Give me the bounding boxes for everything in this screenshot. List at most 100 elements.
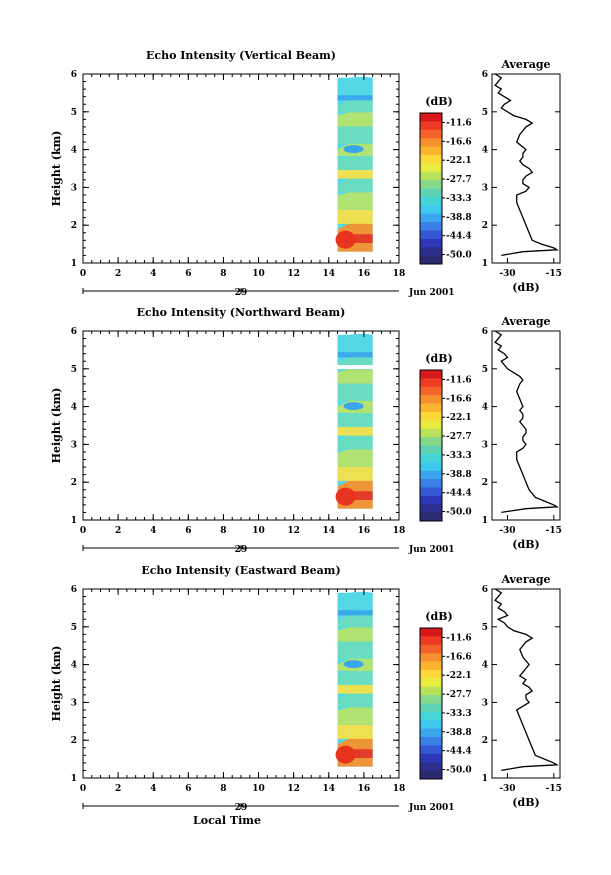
average-y-tick-label: 4 bbox=[482, 661, 488, 671]
colorbar-segment bbox=[420, 762, 442, 772]
colorbar-tick-label: -50.0 bbox=[446, 508, 472, 518]
colorbar-segment bbox=[420, 445, 442, 455]
x-tick-label: 16 bbox=[358, 526, 371, 536]
chart-title: Echo Intensity (Vertical Beam) bbox=[146, 49, 336, 62]
average-y-tick-label: 6 bbox=[482, 327, 488, 337]
colorbar-tick-label: -33.3 bbox=[446, 709, 472, 719]
data-gap bbox=[336, 365, 374, 370]
colorbar-segment bbox=[420, 453, 442, 463]
heatmap-band bbox=[337, 209, 373, 224]
average-y-tick-label: 3 bbox=[482, 183, 488, 193]
heatmap-band bbox=[337, 412, 373, 427]
x-tick-label: 0 bbox=[80, 269, 86, 279]
average-y-tick-label: 5 bbox=[482, 623, 488, 633]
panel-2: Echo Intensity (Northward Beam)0 2 4 6 8 10 12… bbox=[50, 306, 562, 555]
y-tick-label: 3 bbox=[71, 698, 77, 708]
heatmap-band bbox=[337, 98, 373, 113]
colorbar-segment bbox=[420, 669, 442, 679]
heatmap-band bbox=[337, 126, 373, 144]
heatmap-band bbox=[337, 426, 373, 436]
y-tick-label: 2 bbox=[71, 221, 77, 231]
heatmap-band bbox=[337, 383, 373, 401]
colorbar-tick-label: -44.4 bbox=[446, 232, 472, 242]
x-tick-label: 4 bbox=[150, 269, 156, 279]
x-tick-label: 2 bbox=[115, 784, 121, 794]
colorbar-segment bbox=[420, 129, 442, 139]
x-tick-label: 0 bbox=[80, 526, 86, 536]
colorbar-segment bbox=[420, 703, 442, 713]
colorbar-tick-label: -11.6 bbox=[446, 633, 472, 643]
colorbar-tick-label: -22.1 bbox=[446, 671, 472, 681]
colorbar-segment bbox=[420, 479, 442, 488]
y-tick-label: 1 bbox=[71, 516, 77, 526]
date-day-label: 29 bbox=[235, 803, 248, 813]
heatmap-hotspot bbox=[335, 487, 356, 506]
heatmap-band bbox=[337, 368, 373, 384]
date-day-label: 29 bbox=[235, 545, 248, 555]
average-y-tick-label: 3 bbox=[482, 698, 488, 708]
colorbar-segment bbox=[420, 644, 442, 654]
colorbar-segment bbox=[420, 222, 442, 231]
x-tick-label: 6 bbox=[185, 784, 191, 794]
heatmap-band bbox=[337, 333, 373, 353]
colorbar-segment bbox=[420, 745, 442, 755]
heatmap-band bbox=[337, 724, 373, 739]
heatmap-field bbox=[335, 76, 373, 252]
colorbar-segment bbox=[420, 370, 442, 379]
colorbar-segment bbox=[420, 728, 442, 738]
colorbar-segment bbox=[420, 238, 442, 248]
x-tick-label: 8 bbox=[220, 526, 226, 536]
colorbar-segment bbox=[420, 711, 442, 721]
colorbar-segment bbox=[420, 213, 442, 223]
colorbar-tick-label: -16.6 bbox=[446, 394, 472, 404]
heatmap-band bbox=[337, 691, 373, 708]
colorbar-tick-label: -33.3 bbox=[446, 451, 472, 461]
colorbar-tick-label: -22.1 bbox=[446, 156, 472, 166]
x-tick-label: 12 bbox=[287, 269, 300, 279]
colorbar-frame bbox=[419, 627, 443, 780]
colorbar-segment bbox=[420, 636, 442, 646]
heatmap-band bbox=[337, 626, 373, 642]
colorbar-tick-label: -44.4 bbox=[446, 747, 472, 757]
colorbar-segment bbox=[420, 146, 442, 156]
colorbar-segment bbox=[420, 395, 442, 405]
colorbar-segment bbox=[420, 113, 442, 122]
x-tick-label: 12 bbox=[287, 784, 300, 794]
average-y-tick-label: 1 bbox=[482, 259, 488, 269]
x-tick-label: 6 bbox=[185, 526, 191, 536]
average-y-tick-label: 5 bbox=[482, 108, 488, 118]
colorbar-segment bbox=[420, 470, 442, 480]
average-x-tick-label: -15 bbox=[546, 269, 562, 279]
average-x-axis-label: (dB) bbox=[512, 281, 539, 294]
colorbar-segment bbox=[420, 695, 442, 704]
heatmap-field bbox=[335, 333, 374, 509]
x-tick-label: 4 bbox=[150, 784, 156, 794]
colorbar-segment bbox=[420, 255, 442, 265]
average-y-tick-label: 6 bbox=[482, 70, 488, 80]
heatmap-band bbox=[337, 433, 373, 450]
average-title: Average bbox=[500, 58, 550, 71]
x-tick-label: 18 bbox=[393, 784, 406, 794]
colorbar-tick-label: -38.8 bbox=[446, 470, 472, 480]
y-tick-label: 4 bbox=[71, 146, 77, 156]
average-frame bbox=[491, 73, 561, 264]
y-tick-label: 6 bbox=[71, 70, 77, 80]
y-tick-label: 6 bbox=[71, 327, 77, 337]
heatmap-band bbox=[337, 169, 373, 179]
average-x-tick-label: -30 bbox=[499, 784, 515, 794]
x-tick-label: 16 bbox=[358, 784, 371, 794]
colorbar-segment bbox=[420, 154, 442, 164]
heatmap-band bbox=[337, 176, 373, 193]
heatmap-band bbox=[337, 670, 373, 685]
average-y-tick-label: 2 bbox=[482, 221, 488, 231]
x-tick-label: 12 bbox=[287, 526, 300, 536]
heatmap-band bbox=[337, 613, 373, 628]
colorbar-tick-label: -38.8 bbox=[446, 213, 472, 223]
average-profile-line bbox=[494, 588, 560, 772]
heatmap-blob bbox=[343, 145, 364, 154]
colorbar-tick-label: -16.6 bbox=[446, 137, 472, 147]
x-tick-label: 16 bbox=[358, 269, 371, 279]
colorbar-tick-label: -27.7 bbox=[446, 690, 472, 700]
colorbar-frame bbox=[419, 112, 443, 265]
heatmap-band bbox=[337, 191, 373, 210]
